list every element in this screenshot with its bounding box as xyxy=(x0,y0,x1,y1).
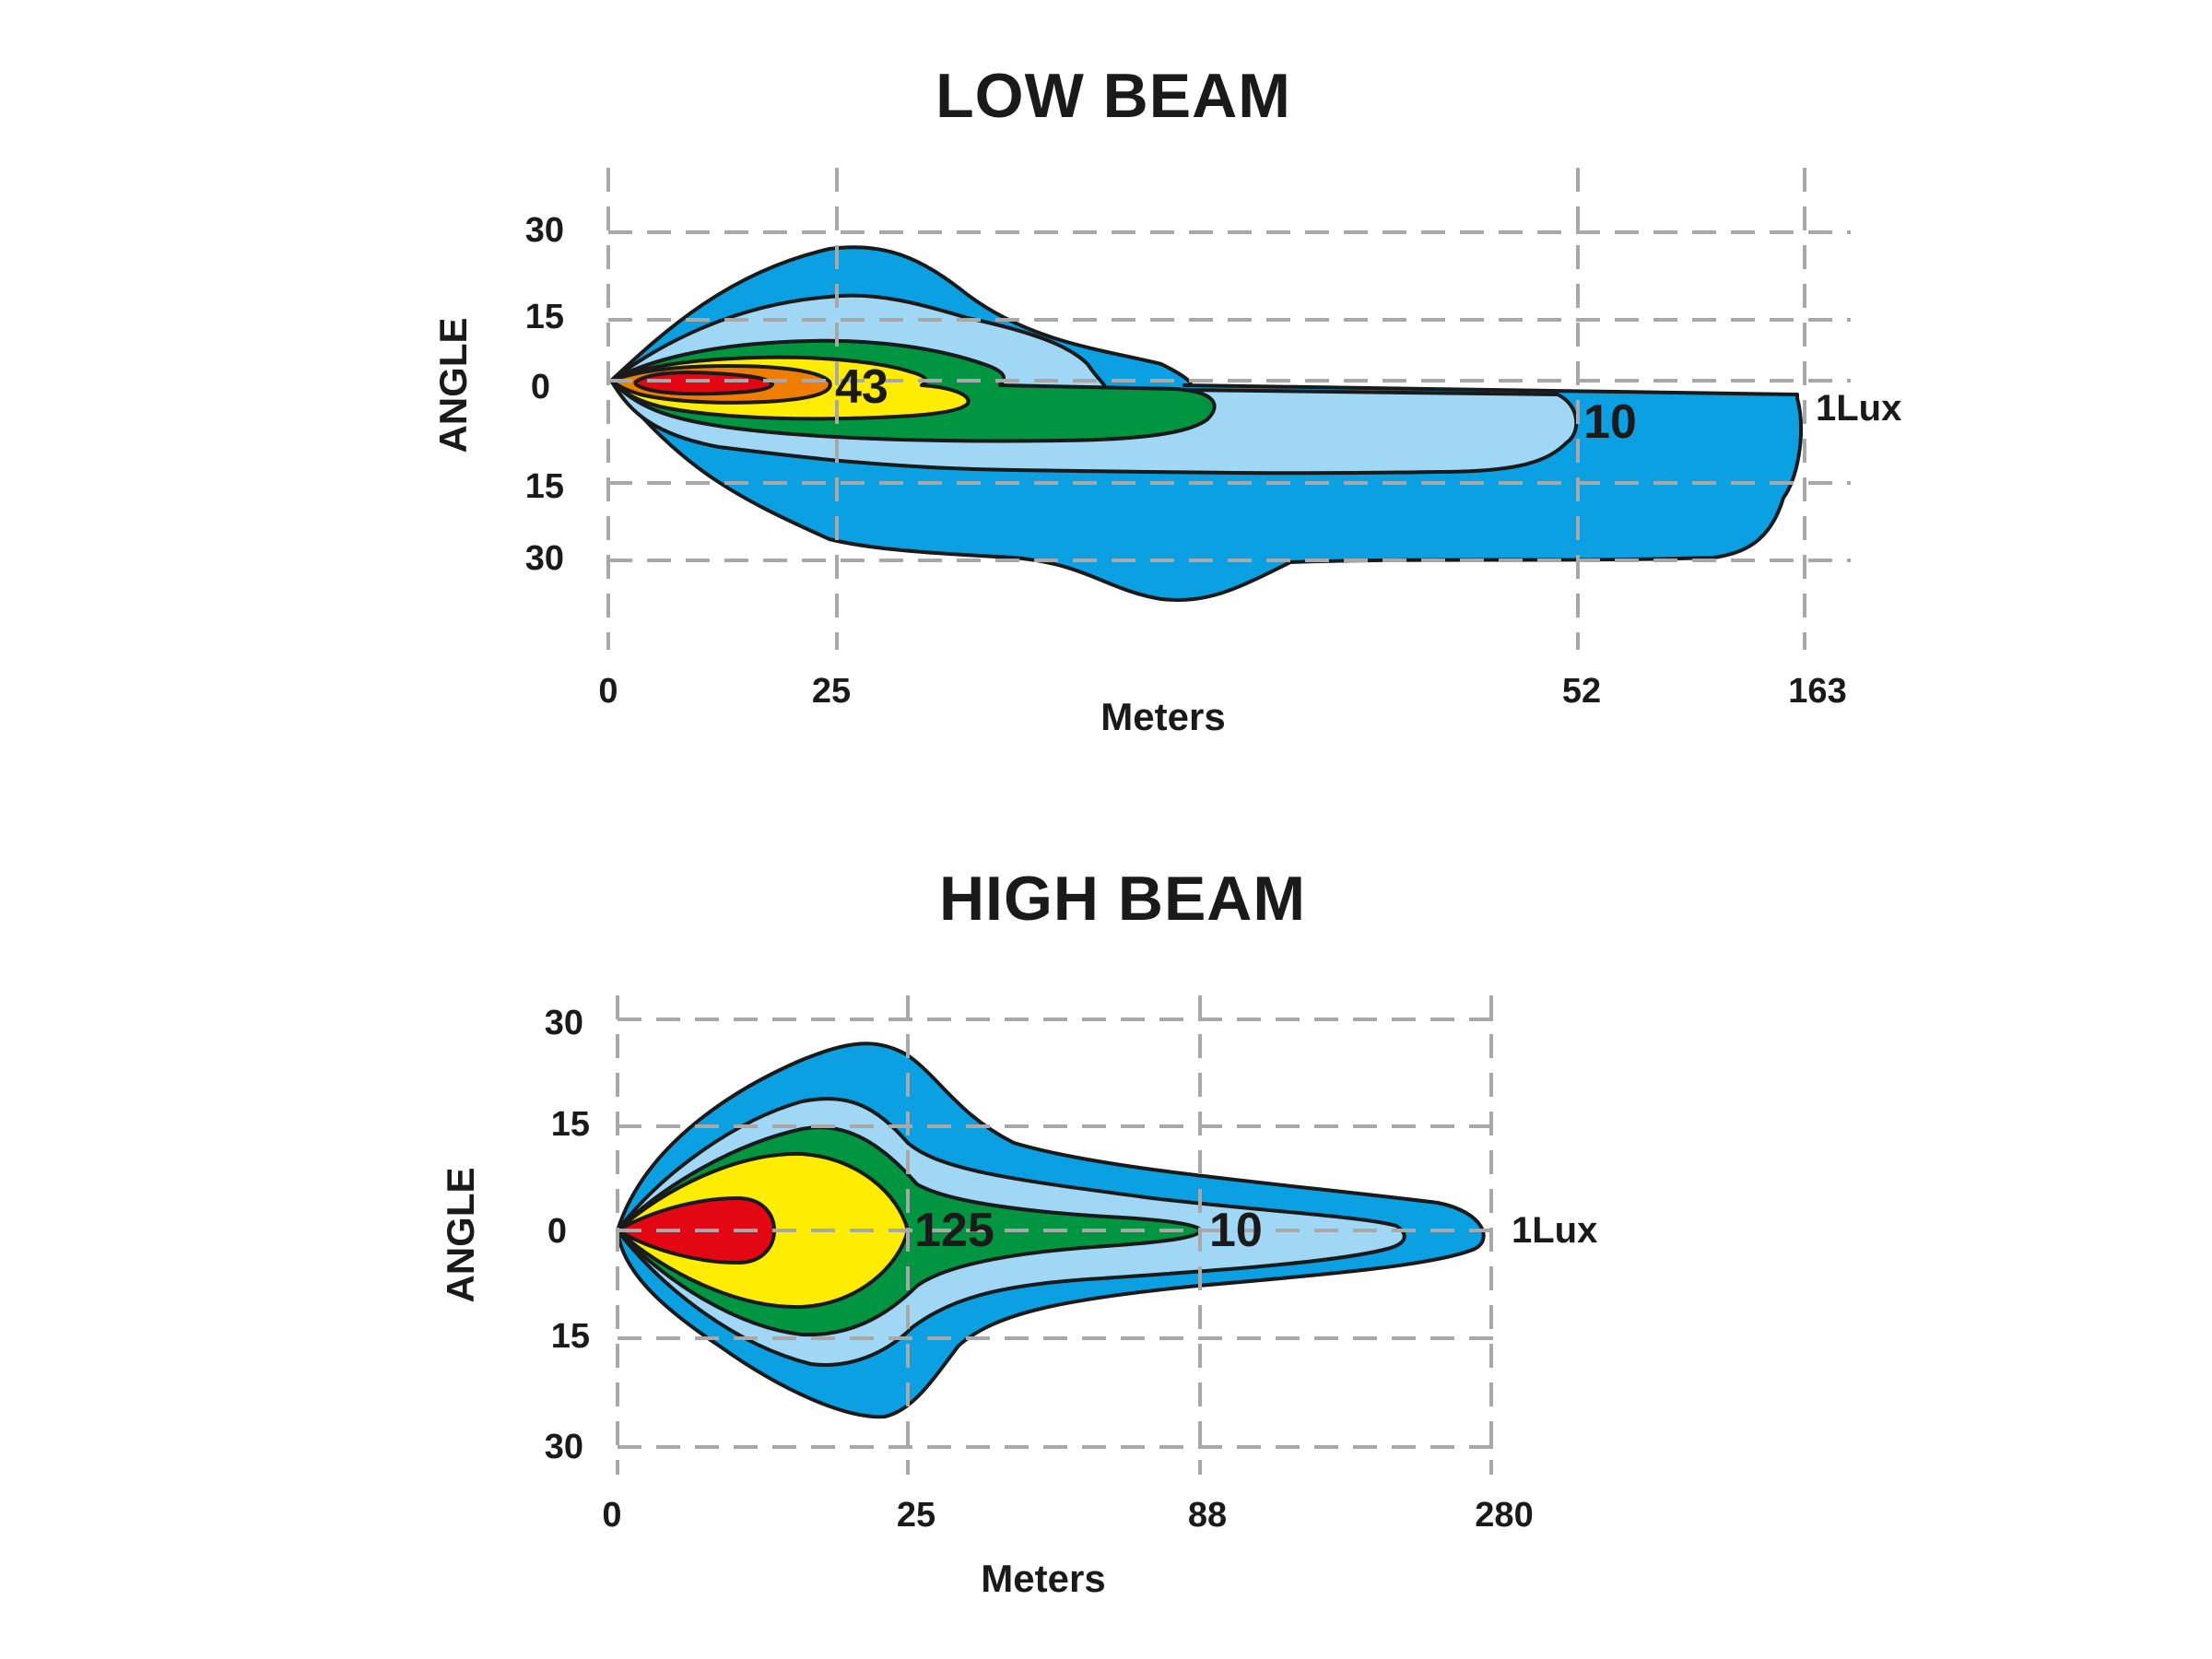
high-beam-label-10: 10 xyxy=(1209,1204,1263,1257)
high-beam-ytick: 15 xyxy=(551,1105,590,1144)
high-beam-ytick: 30 xyxy=(545,1428,583,1466)
low-beam-xtick: 0 xyxy=(598,672,618,711)
low-beam-xtick: 25 xyxy=(812,672,851,711)
low-beam-ytick: 30 xyxy=(525,211,564,250)
low-beam-label-43: 43 xyxy=(835,360,888,414)
low-beam-title: LOW BEAM xyxy=(935,61,1291,131)
high-beam-ytick: 0 xyxy=(547,1212,567,1251)
high-beam-label-125: 125 xyxy=(914,1204,994,1257)
low-beam-ytick: 15 xyxy=(525,298,564,336)
high-beam-xlabel: Meters xyxy=(981,1557,1105,1600)
low-beam-zone-red xyxy=(633,371,774,396)
high-beam-ylabel: ANGLE xyxy=(439,1168,482,1303)
low-beam-ylabel: ANGLE xyxy=(431,318,475,453)
high-beam-title: HIGH BEAM xyxy=(939,864,1306,934)
low-beam-chart: LOW BEAM 30 15 0 15 30 0 25 52 163 xyxy=(431,61,1901,738)
low-beam-label-10: 10 xyxy=(1583,395,1637,449)
low-beam-xlabel: Meters xyxy=(1100,695,1225,738)
low-beam-grid xyxy=(606,168,1851,650)
low-beam-label-1lux: 1Lux xyxy=(1816,388,1901,429)
high-beam-xtick: 0 xyxy=(602,1496,621,1535)
low-beam-xtick: 52 xyxy=(1562,672,1601,711)
high-beam-xtick: 25 xyxy=(897,1496,935,1535)
high-beam-xtick: 280 xyxy=(1475,1496,1533,1535)
low-beam-ytick: 15 xyxy=(525,467,564,506)
high-beam-ytick: 15 xyxy=(551,1317,590,1356)
high-beam-ytick: 30 xyxy=(545,1004,583,1042)
high-beam-label-1lux: 1Lux xyxy=(1512,1210,1597,1251)
high-beam-xtick: 88 xyxy=(1188,1496,1227,1535)
high-beam-chart: HIGH BEAM 30 15 0 15 30 0 25 88 280 xyxy=(439,864,1597,1600)
low-beam-xtick: 163 xyxy=(1788,672,1846,711)
low-beam-ytick: 0 xyxy=(531,368,550,406)
low-beam-ytick: 30 xyxy=(525,539,564,578)
high-beam-grid xyxy=(616,995,1508,1475)
